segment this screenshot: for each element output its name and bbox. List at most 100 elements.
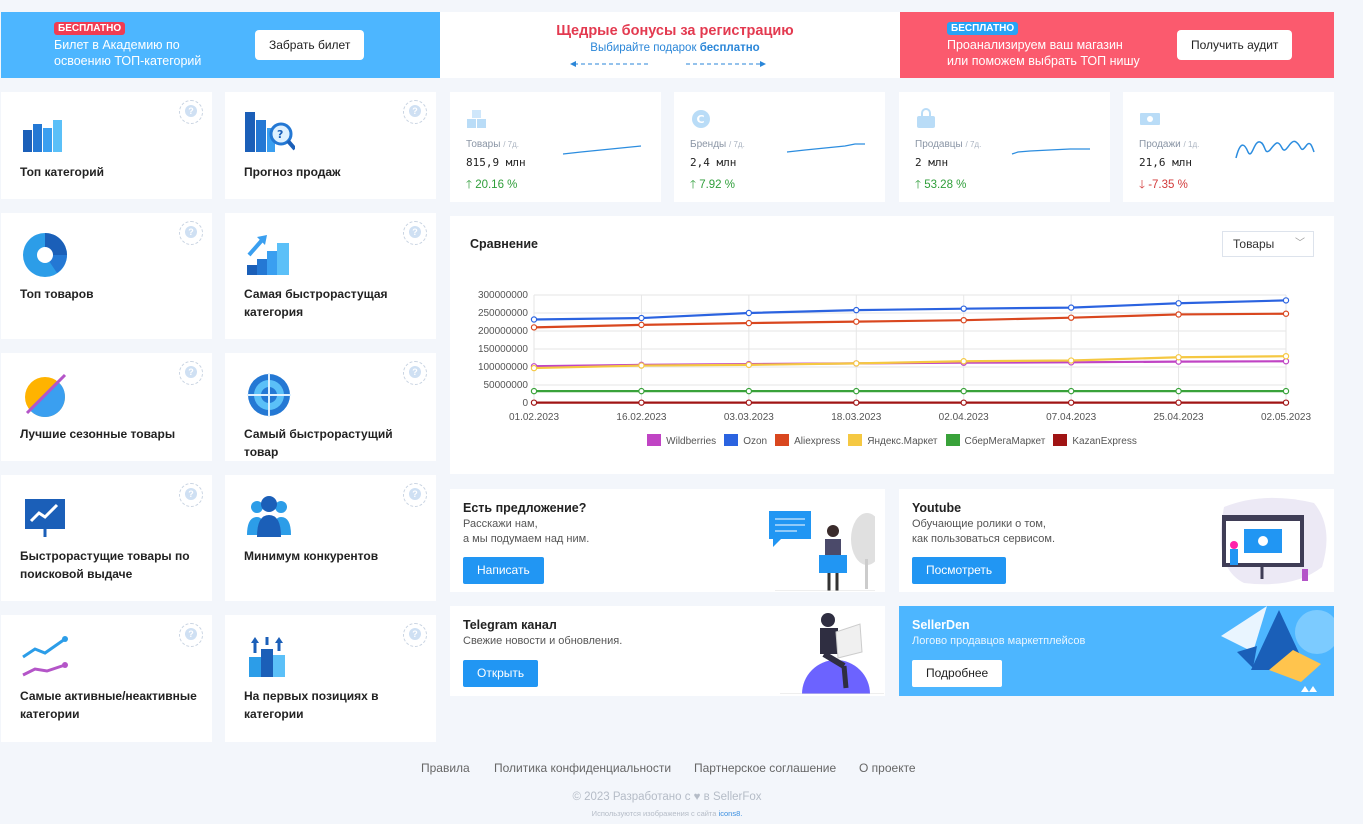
tool-card-top-products[interactable]: Топ товаров ? [1,213,212,339]
legend-item[interactable]: Яндекс.Маркет [848,434,938,447]
write-button[interactable]: Написать [463,557,544,584]
tool-title: Топ категорий [20,165,104,179]
data-point [1282,399,1290,406]
legend-item[interactable]: СберМегаМаркет [945,434,1046,447]
get-ticket-button[interactable]: Забрать билет [255,30,365,60]
svg-text:C: C [697,113,705,126]
legend-label: СберМегаМаркет [964,436,1046,447]
data-point [1282,387,1290,395]
help-icon[interactable]: ? [403,100,427,124]
help-icon[interactable]: ? [403,221,427,245]
help-icon[interactable]: ? [179,483,203,507]
footer-link-rules[interactable]: Правила [421,761,470,775]
sparkline-products [562,145,642,155]
stat-label: Бренды / 7д. [690,139,745,150]
tool-title: Самый быстрорастущий товар [244,427,393,459]
legend-item[interactable]: Wildberries [647,434,716,447]
data-point [745,309,753,317]
legend-item[interactable]: Aliexpress [775,434,840,447]
footer-link-privacy[interactable]: Политика конфиденциальности [494,761,672,775]
stat-value: 2,4 млн [690,156,737,169]
data-point [638,399,645,406]
sparkline-sellers [1011,148,1090,155]
promo-subtitle: Логово продавцов маркетплейсов [912,635,1086,647]
data-point [745,399,753,406]
promo-youtube: Youtube Обучающие ролики о том, как польз… [899,489,1334,592]
y-tick-label: 250000000 [478,308,528,319]
icons8-link[interactable]: icons8. [718,809,743,818]
help-icon[interactable]: ? [179,100,203,124]
y-tick-label: 300000000 [478,290,528,301]
tool-title: Самые активные/неактивные категории [20,689,197,721]
x-tick-label: 03.03.2023 [724,412,774,423]
comparison-chart-card: Сравнение Товары ﹀ 300000000 250000000 200… [450,216,1334,474]
tool-title: Топ товаров [20,287,94,301]
promo-telegram: Telegram канал Свежие новости и обновлен… [450,606,885,696]
tool-card-sales-forecast[interactable]: ? Прогноз продаж ? [225,92,436,199]
help-icon[interactable]: ? [179,221,203,245]
tool-card-seasonal-products[interactable]: Лучшие сезонные товары ? [1,353,212,461]
legend-item[interactable]: Ozon [724,434,767,447]
bar-chart-icon [23,120,62,152]
help-icon[interactable]: ? [179,623,203,647]
stat-value: 815,9 млн [466,156,526,169]
data-point [530,364,538,372]
banner-academy-text: Билет в Академию по освоению ТОП-категор… [54,38,202,68]
help-icon[interactable]: ? [179,361,203,385]
help-icon[interactable]: ? [403,361,427,385]
tool-card-active-categories[interactable]: Самые активные/неактивные категории ? [1,615,212,742]
tool-title: Прогноз продаж [244,165,341,179]
legend-swatch [848,434,863,446]
data-point [1282,310,1290,317]
sparkline-brands [786,143,865,153]
tool-card-search-growth[interactable]: Быстрорастущие товары по поисковой выдаче… [1,475,212,601]
bonus-title: Щедрые бонусы за регистрацию [556,23,794,39]
banner-bonuses[interactable]: Щедрые бонусы за регистрацию Выбирайте п… [440,12,910,78]
data-point [530,316,538,323]
promo-title: Telegram канал [463,618,557,632]
person-reading-illustration [780,613,884,694]
data-point [1282,297,1290,304]
tool-card-min-competitors[interactable]: Минимум конкурентов ? [225,475,436,601]
footer-link-partner[interactable]: Партнерское соглашение [694,761,837,775]
sparkline-sales [1235,140,1315,159]
help-icon[interactable]: ? [403,623,427,647]
legend-item[interactable]: KazanExpress [1053,434,1137,447]
data-point [853,318,860,325]
chart-title: Сравнение [470,237,538,251]
tool-title: Лучшие сезонные товары [20,427,176,441]
watch-button[interactable]: Посмотреть [912,557,1007,584]
get-audit-button[interactable]: Получить аудит [1177,30,1293,60]
tool-card-first-positions[interactable]: На первых позициях в категории ? [225,615,436,742]
tool-card-fastest-product[interactable]: Самый быстрорастущий товар ? [225,353,436,461]
arrow-up-icon: 🡑 [915,179,921,191]
more-button[interactable]: Подробнее [912,660,1003,687]
shop-bag-icon [917,108,935,128]
data-point [853,306,860,314]
tool-card-top-categories[interactable]: Топ категорий ? [1,92,212,199]
banner-academy[interactable]: БЕСПЛАТНО Билет в Академию по освоению Т… [1,12,451,78]
data-point [960,358,967,365]
help-icon[interactable]: ? [403,483,427,507]
tool-card-fastest-category[interactable]: Самая быстрорастущая категория ? [225,213,436,339]
dashed-arrows-icon [570,61,766,67]
data-point [960,387,967,395]
data-point [1067,357,1075,364]
open-button[interactable]: Открыть [463,660,539,687]
y-tick-label: 50000000 [484,380,529,391]
season-icon [25,373,67,417]
series-line [533,299,1287,321]
video-screen-illustration [1220,497,1327,585]
y-tick-label: 0 [522,398,528,409]
users-icon [247,496,291,537]
presentation-icon [25,499,65,537]
metric-select[interactable]: Товары ﹀ [1222,231,1314,257]
data-point [1175,311,1182,318]
icons-credit: Используются изображения с сайта icons8. [591,809,743,818]
copyright-icon: C [692,110,710,128]
promo-subtitle: Обучающие ролики о том, как пользоваться … [912,518,1056,545]
footer-link-about[interactable]: О проекте [859,761,916,775]
legend-swatch [1053,434,1068,446]
banner-audit[interactable]: БЕСПЛАТНО Проанализируем ваш магазин или… [900,12,1334,78]
promo-sellerden: SellerDen Логово продавцов маркетплейсов… [899,606,1334,696]
